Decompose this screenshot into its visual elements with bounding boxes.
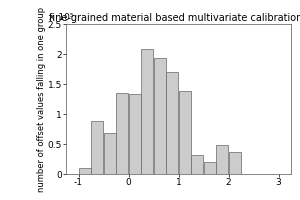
Bar xyxy=(129,94,141,174)
Bar xyxy=(204,162,216,174)
Bar xyxy=(103,133,116,174)
Bar xyxy=(191,155,203,174)
Bar xyxy=(116,93,128,174)
Bar xyxy=(166,72,178,174)
Bar xyxy=(141,49,153,174)
Bar xyxy=(79,168,91,174)
Bar xyxy=(91,121,104,174)
Bar xyxy=(178,91,191,174)
Bar xyxy=(216,145,228,174)
Bar xyxy=(229,152,241,174)
Text: × 10⁵: × 10⁵ xyxy=(48,14,74,22)
Title: fine-grained material based multivariate calibrations: fine-grained material based multivariate… xyxy=(49,13,300,23)
Y-axis label: number of offset values falling in one group: number of offset values falling in one g… xyxy=(37,6,46,192)
Bar xyxy=(154,58,166,174)
